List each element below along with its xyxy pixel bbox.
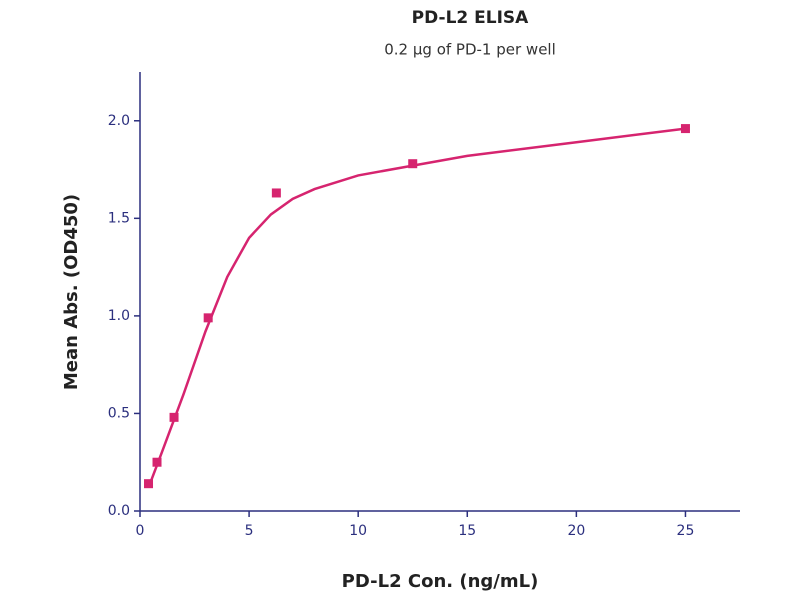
data-point [408, 159, 418, 169]
chart-subtitle: 0.2 µg of PD-1 per well [384, 41, 556, 59]
y-tick-label: 2.0 [108, 113, 130, 129]
y-tick-label: 1.5 [108, 210, 130, 226]
y-tick-label: 1.0 [108, 308, 130, 324]
x-tick-label: 5 [245, 523, 254, 539]
chart-title: PD-L2 ELISA [412, 8, 530, 28]
x-tick-label: 10 [349, 523, 367, 539]
y-tick-label: 0.0 [108, 503, 130, 519]
y-tick-label: 0.5 [108, 405, 130, 421]
x-tick-label: 15 [458, 523, 476, 539]
data-point [203, 313, 213, 323]
fit-line [147, 127, 686, 489]
x-axis-label: PD-L2 Con. (ng/mL) [342, 571, 539, 592]
x-tick-label: 20 [567, 523, 585, 539]
y-axis-label: Mean Abs. (OD450) [61, 194, 82, 390]
x-tick-label: 0 [136, 523, 145, 539]
data-point [271, 188, 281, 198]
data-point [144, 479, 154, 489]
data-point [680, 124, 690, 134]
x-tick-label: 25 [677, 523, 695, 539]
